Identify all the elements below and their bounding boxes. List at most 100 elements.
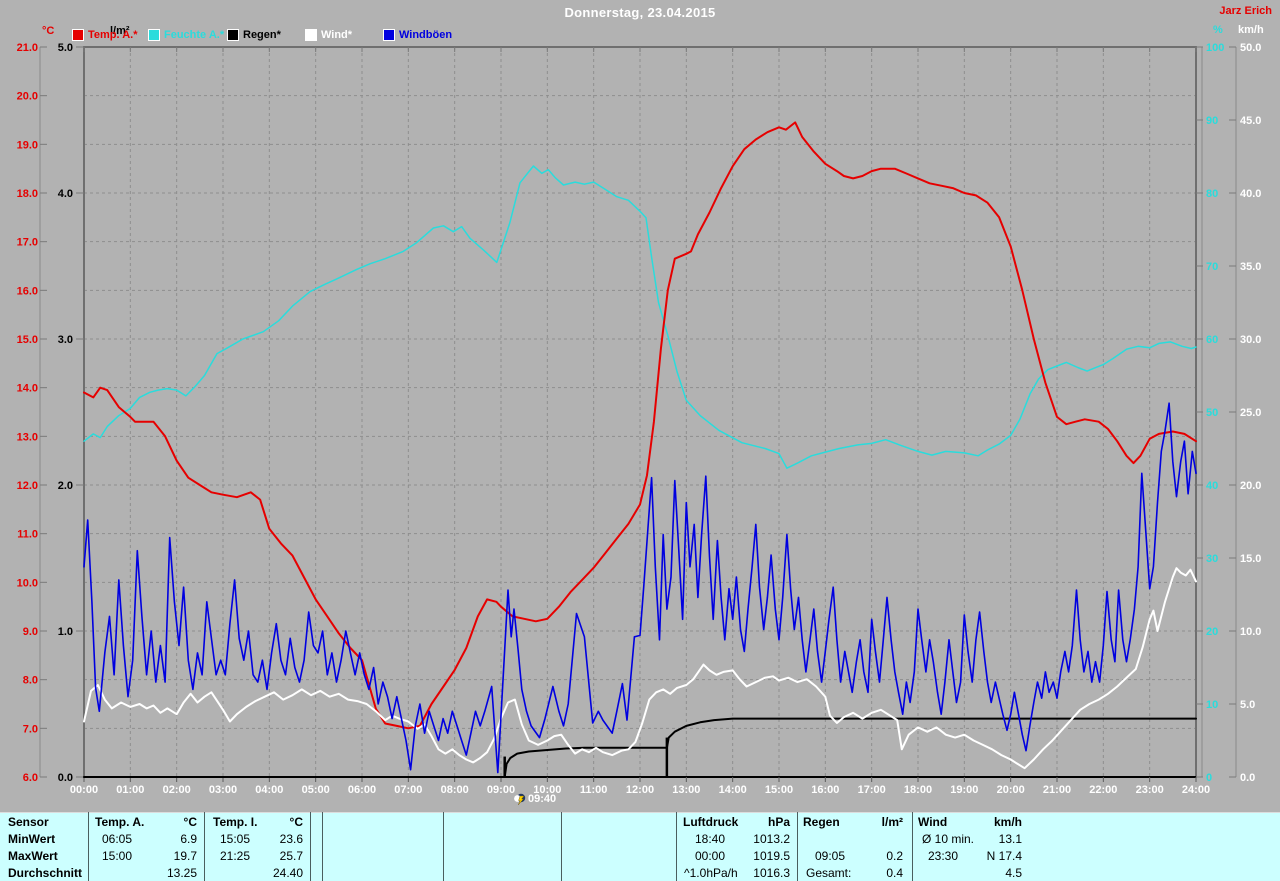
series-regen — [83, 717, 1197, 778]
svg-text:20: 20 — [1206, 626, 1218, 638]
svg-text:22:00: 22:00 — [1089, 784, 1117, 796]
col-tempa-avg-value: 13.25 — [166, 866, 197, 880]
col-pressure-max-value: 1019.5 — [753, 849, 790, 863]
svg-text:04:00: 04:00 — [255, 784, 283, 796]
legend-label: Windböen — [399, 29, 453, 41]
legend-label: Feuchte A.* — [164, 29, 225, 41]
col-pressure-unit: hPa — [767, 815, 790, 829]
col-tempi-max-value: 25.7 — [279, 849, 303, 863]
col-tempi-min-time: 15:05 — [220, 832, 251, 846]
svg-text:06:00: 06:00 — [348, 784, 376, 796]
col-pressure-trend: ^1.0hPa/h — [684, 866, 738, 880]
legend-swatch — [227, 29, 239, 41]
table-divider — [912, 812, 913, 881]
svg-text:60: 60 — [1206, 334, 1218, 346]
col-tempi-unit: °C — [289, 815, 303, 829]
col-tempa-max-time: 15:00 — [102, 849, 133, 863]
col-tempi-name: Temp. I. — [213, 815, 258, 829]
legend-swatch — [148, 29, 160, 41]
weather-event-marker: 09:40 — [513, 792, 556, 806]
svg-text:80: 80 — [1206, 188, 1218, 200]
rain-axis-ticks: 5.0 4.0 3.0 2.0 1.0 0.0 — [58, 42, 84, 784]
svg-text:90: 90 — [1206, 115, 1218, 127]
col-tempa-name: Temp. A. — [95, 815, 145, 829]
col-wind-avg-value: 4.5 — [1005, 866, 1022, 880]
series-tempa — [83, 121, 1197, 730]
table-divider — [322, 812, 323, 881]
svg-text:12.0: 12.0 — [17, 480, 38, 492]
col-wind-unit: km/h — [993, 815, 1022, 829]
svg-text:09:00: 09:00 — [487, 784, 515, 796]
svg-text:15.0: 15.0 — [1240, 553, 1261, 565]
legend-swatch — [305, 29, 317, 41]
svg-text:20:00: 20:00 — [997, 784, 1025, 796]
col-rain-max-time: 09:05 — [815, 849, 846, 863]
svg-text:40.0: 40.0 — [1240, 188, 1261, 200]
col-pressure-min-value: 1013.2 — [753, 832, 790, 846]
legend-item: Feuchte A.* — [148, 29, 224, 41]
table-row-label: MinWert — [8, 832, 56, 846]
col-pressure-min-time: 18:40 — [695, 832, 726, 846]
svg-text:2.0: 2.0 — [58, 480, 73, 492]
svg-text:11:00: 11:00 — [580, 784, 608, 796]
event-time-label: 09:40 — [528, 793, 557, 805]
svg-text:03:00: 03:00 — [209, 784, 237, 796]
legend-item: Temp. A.* — [72, 29, 138, 41]
svg-text:70: 70 — [1206, 261, 1218, 273]
svg-text:25.0: 25.0 — [1240, 407, 1261, 419]
wind-axis-ticks: 50.0 45.0 40.0 35.0 30.0 25.0 20.0 15.0 10.0 5.0 0… — [1229, 42, 1261, 784]
svg-text:10: 10 — [1206, 699, 1218, 711]
svg-text:02:00: 02:00 — [163, 784, 191, 796]
col-wind-avg10-value: 13.1 — [998, 832, 1022, 846]
svg-text:4.0: 4.0 — [58, 188, 73, 200]
svg-text:19.0: 19.0 — [17, 139, 38, 151]
col-pressure-avg-value: 1016.3 — [753, 866, 790, 880]
table-divider — [797, 812, 798, 881]
svg-text:45.0: 45.0 — [1240, 115, 1261, 127]
svg-text:10.0: 10.0 — [1240, 626, 1261, 638]
svg-text:9.0: 9.0 — [23, 626, 38, 638]
col-pressure-max-time: 00:00 — [695, 849, 726, 863]
svg-text:16.0: 16.0 — [17, 285, 38, 297]
svg-text:1.0: 1.0 — [58, 626, 73, 638]
col-rain-unit: l/m² — [881, 815, 903, 829]
svg-text:01:00: 01:00 — [116, 784, 144, 796]
table-divider — [443, 812, 444, 881]
svg-text:18.0: 18.0 — [17, 188, 38, 200]
col-rain-name: Regen — [803, 815, 840, 829]
legend-label: Wind* — [321, 29, 353, 41]
svg-text:35.0: 35.0 — [1240, 261, 1261, 273]
svg-text:10:00: 10:00 — [533, 784, 561, 796]
author-watermark: Jarz Erich — [1219, 5, 1272, 17]
svg-text:17:00: 17:00 — [858, 784, 886, 796]
legend-item: Wind* — [305, 29, 352, 41]
col-pressure-name: Luftdruck — [683, 815, 739, 829]
svg-text:14.0: 14.0 — [17, 383, 38, 395]
svg-text:08:00: 08:00 — [441, 784, 469, 796]
col-tempa-min-time: 06:05 — [102, 832, 133, 846]
wind-axis-unit: km/h — [1238, 24, 1264, 36]
table-divider — [561, 812, 562, 881]
x-axis-labels: 00:00 01:00 02:00 03:00 04:00 05:00 06:00 07:00… — [70, 784, 1210, 796]
legend-item: Regen* — [227, 29, 281, 41]
svg-text:19:00: 19:00 — [950, 784, 978, 796]
svg-text:21:00: 21:00 — [1043, 784, 1071, 796]
svg-text:11.0: 11.0 — [17, 529, 38, 541]
table-divider — [310, 812, 311, 881]
svg-text:50.0: 50.0 — [1240, 42, 1261, 54]
table-row-label: Durchschnitt — [8, 866, 83, 880]
svg-text:16:00: 16:00 — [811, 784, 839, 796]
col-tempi-min-value: 23.6 — [279, 832, 303, 846]
svg-text:20.0: 20.0 — [1240, 480, 1261, 492]
svg-text:5.0: 5.0 — [1240, 699, 1255, 711]
svg-text:0.0: 0.0 — [1240, 772, 1255, 784]
col-tempi-avg-value: 24.40 — [272, 866, 303, 880]
svg-text:24:00: 24:00 — [1182, 784, 1210, 796]
col-wind-name: Wind — [918, 815, 948, 829]
svg-text:7.0: 7.0 — [23, 723, 38, 735]
svg-text:50: 50 — [1206, 407, 1218, 419]
series-feuchtea — [83, 165, 1197, 469]
col-wind-max-value: N 17.4 — [986, 849, 1022, 863]
humidity-axis-unit: % — [1213, 24, 1223, 36]
